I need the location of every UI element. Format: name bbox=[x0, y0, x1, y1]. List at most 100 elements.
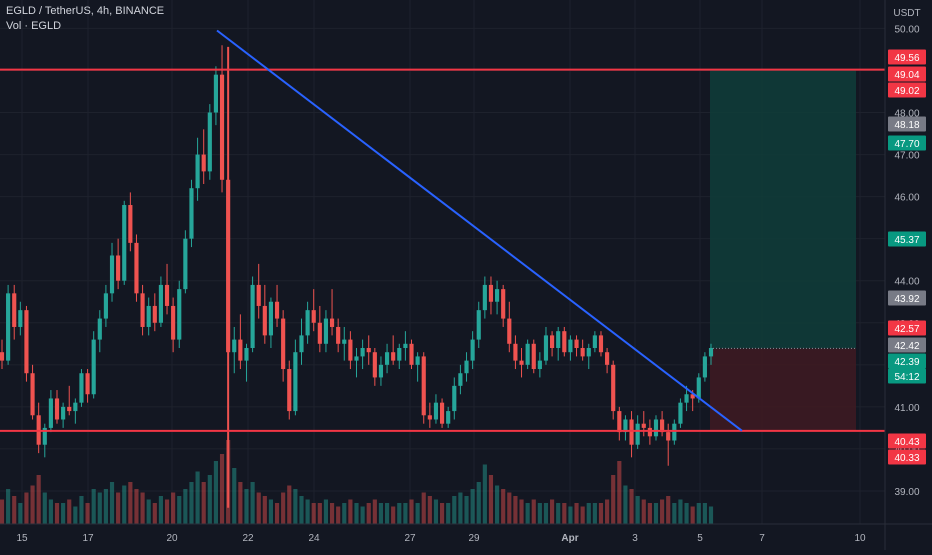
symbol-legend[interactable]: EGLD / TetherUS, 4h, BINANCE bbox=[6, 5, 165, 17]
candle bbox=[219, 45, 225, 193]
candle bbox=[378, 356, 384, 386]
currency-label: USDT bbox=[893, 8, 920, 19]
price-label[interactable]: 42.42 bbox=[888, 337, 926, 353]
candle bbox=[653, 415, 659, 441]
profit-zone[interactable] bbox=[710, 69, 856, 349]
volume-bar bbox=[232, 468, 237, 524]
candle-body bbox=[409, 343, 414, 365]
candle-body bbox=[219, 74, 225, 180]
candle bbox=[611, 360, 616, 420]
price-label[interactable]: 48.18 bbox=[888, 116, 926, 132]
candle bbox=[91, 331, 96, 399]
candle bbox=[684, 385, 689, 412]
volume-bar bbox=[183, 489, 188, 524]
candle-body bbox=[323, 318, 329, 344]
price-label-bg bbox=[888, 433, 926, 449]
candle-body bbox=[42, 427, 47, 445]
x-tick-label: 3 bbox=[632, 533, 638, 544]
candle bbox=[458, 364, 463, 395]
x-tick-label: 7 bbox=[759, 533, 765, 544]
price-label[interactable]: 42.57 bbox=[888, 320, 926, 336]
candle-body bbox=[213, 74, 219, 113]
candle bbox=[18, 301, 23, 336]
price-axis[interactable]: USDT50.0049.0048.0047.0046.0045.0044.004… bbox=[885, 0, 932, 550]
y-tick-label: 44.00 bbox=[894, 277, 919, 288]
volume-bar bbox=[256, 492, 261, 524]
candle bbox=[67, 385, 72, 416]
price-label[interactable]: 49.02 bbox=[888, 82, 926, 98]
price-label[interactable]: 47.70 bbox=[888, 135, 926, 151]
candle-body bbox=[501, 289, 506, 319]
candle-body bbox=[690, 394, 695, 399]
price-label[interactable]: 40.33 bbox=[888, 449, 926, 465]
price-label-text: 54:12 bbox=[894, 372, 919, 383]
price-label[interactable]: 49.04 bbox=[888, 66, 926, 82]
trendline[interactable] bbox=[216, 29, 743, 432]
loss-zone[interactable] bbox=[710, 348, 856, 431]
volume-bar bbox=[360, 506, 365, 524]
candle bbox=[36, 402, 41, 454]
volume-bar bbox=[73, 506, 78, 524]
candle-body bbox=[177, 289, 182, 340]
candle-body bbox=[488, 284, 494, 302]
drawings[interactable] bbox=[0, 29, 885, 432]
candle-body bbox=[189, 188, 194, 239]
volume-bar bbox=[494, 485, 500, 524]
volume-bar bbox=[268, 499, 274, 524]
candle-body bbox=[158, 284, 163, 323]
candle-body bbox=[470, 339, 475, 361]
candle bbox=[598, 331, 604, 357]
volume-bar bbox=[140, 492, 145, 524]
candle-body bbox=[427, 415, 432, 420]
volume-legend[interactable]: Vol · EGLD bbox=[6, 20, 62, 32]
candle bbox=[140, 284, 145, 336]
candle-body bbox=[109, 255, 115, 294]
candle bbox=[238, 314, 243, 370]
price-label[interactable]: 45.37 bbox=[888, 231, 926, 247]
volume-bar bbox=[281, 492, 286, 524]
volume-bar bbox=[647, 503, 652, 524]
candle-body bbox=[391, 352, 396, 361]
candle-body bbox=[562, 331, 567, 353]
candle bbox=[250, 276, 255, 353]
price-label[interactable]: 43.92 bbox=[888, 290, 926, 306]
volume-bar bbox=[403, 503, 408, 524]
volume-bar bbox=[690, 506, 695, 524]
volume-bar bbox=[580, 506, 585, 524]
price-label-text: 45.37 bbox=[894, 235, 919, 246]
candle bbox=[488, 276, 494, 315]
volume-bar bbox=[397, 503, 402, 524]
candle-body bbox=[244, 348, 249, 361]
candle-body bbox=[568, 339, 573, 353]
price-label[interactable]: 42.39 bbox=[888, 353, 926, 369]
price-label-bg bbox=[888, 368, 926, 384]
volume-bar bbox=[574, 503, 579, 524]
volume-bar bbox=[219, 454, 225, 524]
price-label[interactable]: 54:12 bbox=[888, 368, 926, 384]
candle bbox=[507, 301, 512, 353]
price-label-text: 42.57 bbox=[894, 324, 919, 335]
candle bbox=[550, 331, 555, 357]
price-label[interactable]: 49.56 bbox=[888, 49, 926, 65]
volume-bar bbox=[201, 482, 206, 524]
volume-bar bbox=[439, 503, 445, 524]
candle bbox=[372, 348, 377, 386]
candle bbox=[97, 310, 102, 353]
volume-bar bbox=[0, 499, 5, 524]
candle bbox=[6, 284, 11, 365]
price-label-bg bbox=[888, 66, 926, 82]
candle-body bbox=[696, 377, 701, 399]
candle-body bbox=[672, 423, 677, 441]
price-label-bg bbox=[888, 320, 926, 336]
candle bbox=[213, 66, 219, 126]
candle bbox=[605, 348, 610, 374]
candle-body bbox=[513, 343, 518, 361]
price-label[interactable]: 40.43 bbox=[888, 433, 926, 449]
candle-body bbox=[274, 301, 280, 319]
candle-body bbox=[580, 348, 585, 357]
candle bbox=[647, 419, 652, 445]
volume-bar bbox=[287, 485, 292, 524]
